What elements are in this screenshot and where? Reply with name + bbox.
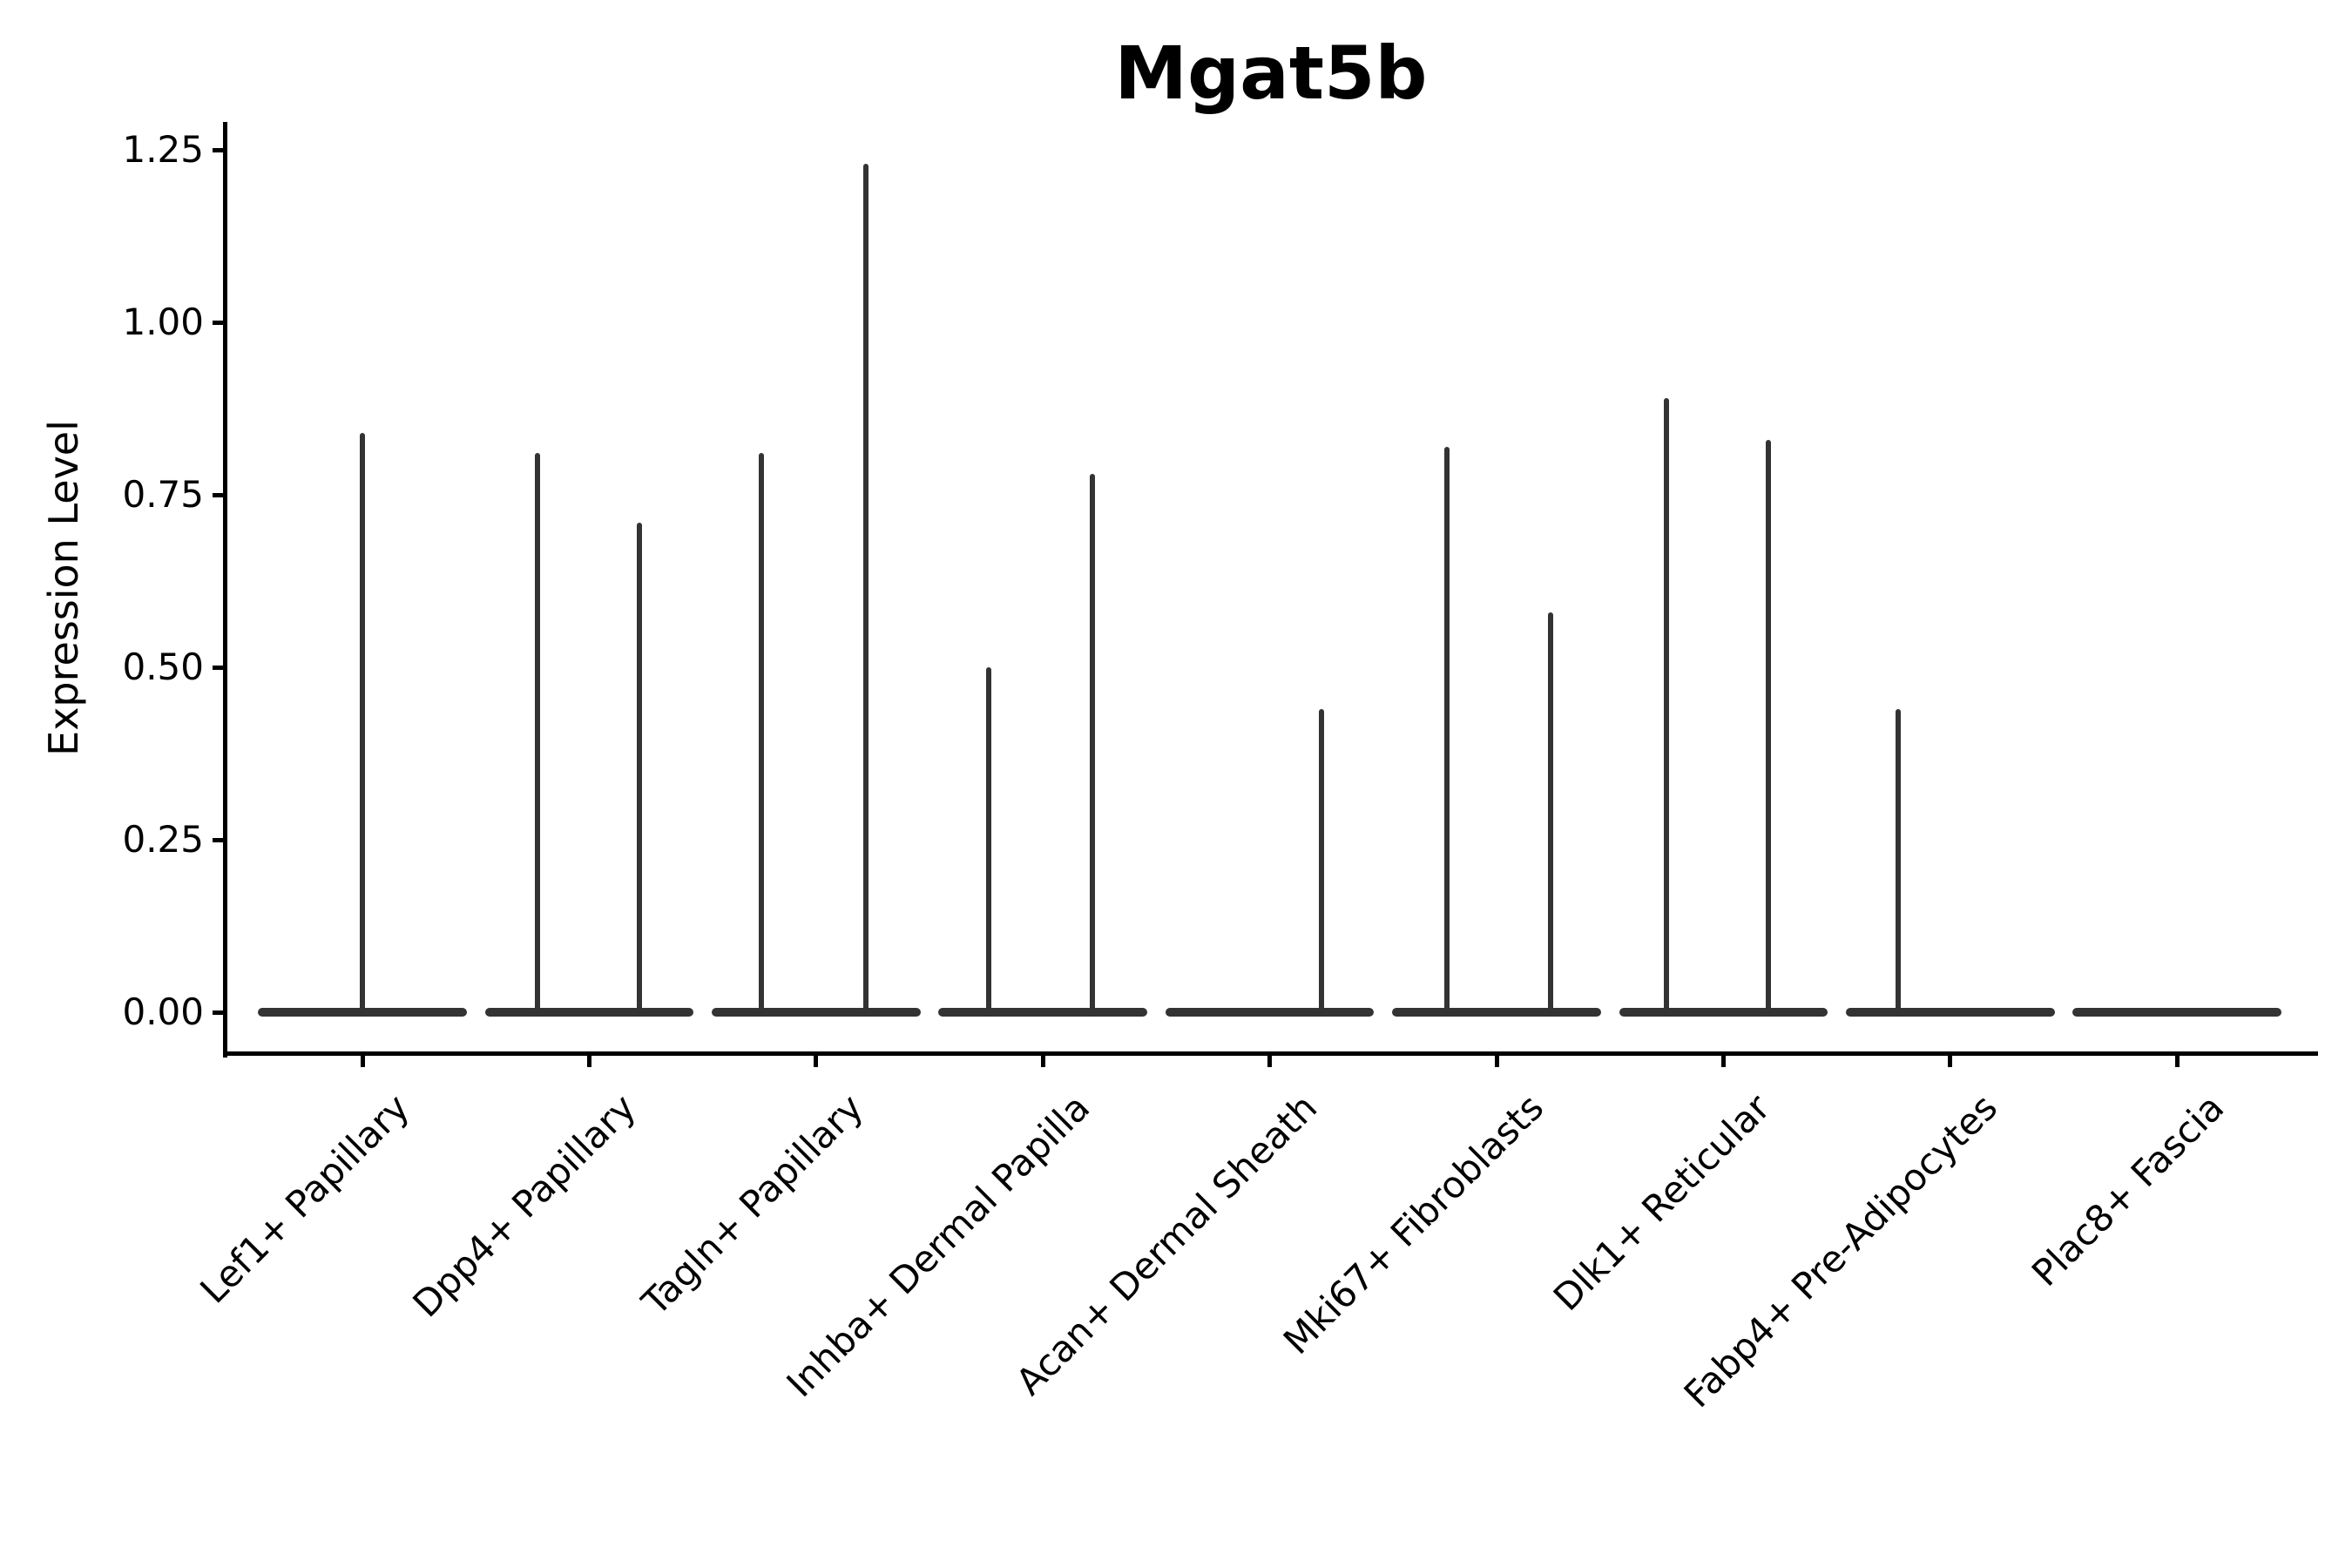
y-tick xyxy=(213,1010,225,1015)
chart-title: Mgat5b xyxy=(1114,30,1428,116)
x-tick xyxy=(1267,1053,1273,1067)
x-tick xyxy=(2174,1053,2180,1067)
y-tick-label: 0.50 xyxy=(122,645,204,688)
violin-base xyxy=(1846,1008,2055,1017)
y-tick-label: 0.75 xyxy=(122,473,204,516)
violin-spike xyxy=(863,163,869,1012)
y-axis-line xyxy=(222,122,227,1058)
x-tick xyxy=(1948,1053,1953,1067)
x-tick xyxy=(360,1053,365,1067)
y-axis-label: Expression Level xyxy=(40,420,87,756)
violin-spike xyxy=(1443,446,1450,1012)
y-tick-label: 1.25 xyxy=(122,128,204,171)
y-tick xyxy=(213,837,225,842)
y-tick xyxy=(213,665,225,670)
violin-spike xyxy=(1895,708,1901,1012)
violin-spike xyxy=(1090,474,1096,1012)
violin-spike xyxy=(1319,708,1325,1012)
y-tick xyxy=(213,492,225,497)
x-tick xyxy=(586,1053,591,1067)
violin-base xyxy=(2072,1008,2281,1017)
violin-base xyxy=(1392,1008,1601,1017)
violin-spike xyxy=(360,432,365,1012)
y-tick xyxy=(213,320,225,325)
y-tick-label: 1.00 xyxy=(122,301,204,343)
y-tick xyxy=(213,147,225,152)
x-tick xyxy=(814,1053,819,1067)
violin-base xyxy=(258,1008,467,1017)
violin-base xyxy=(712,1008,921,1017)
violin-spike xyxy=(1664,398,1670,1012)
violin-base xyxy=(484,1008,694,1017)
violin-spike xyxy=(534,453,540,1012)
violin-spike xyxy=(1766,439,1772,1012)
violin-spike xyxy=(1548,612,1554,1012)
x-tick xyxy=(1040,1053,1045,1067)
violin-base xyxy=(938,1008,1147,1017)
y-tick-label: 0.25 xyxy=(122,818,204,861)
y-tick-label: 0.00 xyxy=(122,990,204,1033)
violin-spike xyxy=(636,522,642,1012)
x-tick xyxy=(1494,1053,1499,1067)
violin-base xyxy=(1619,1008,1828,1017)
x-tick xyxy=(1720,1053,1726,1067)
violin-base xyxy=(1165,1008,1375,1017)
violin-spike xyxy=(759,453,765,1012)
violin-spike xyxy=(985,667,991,1012)
